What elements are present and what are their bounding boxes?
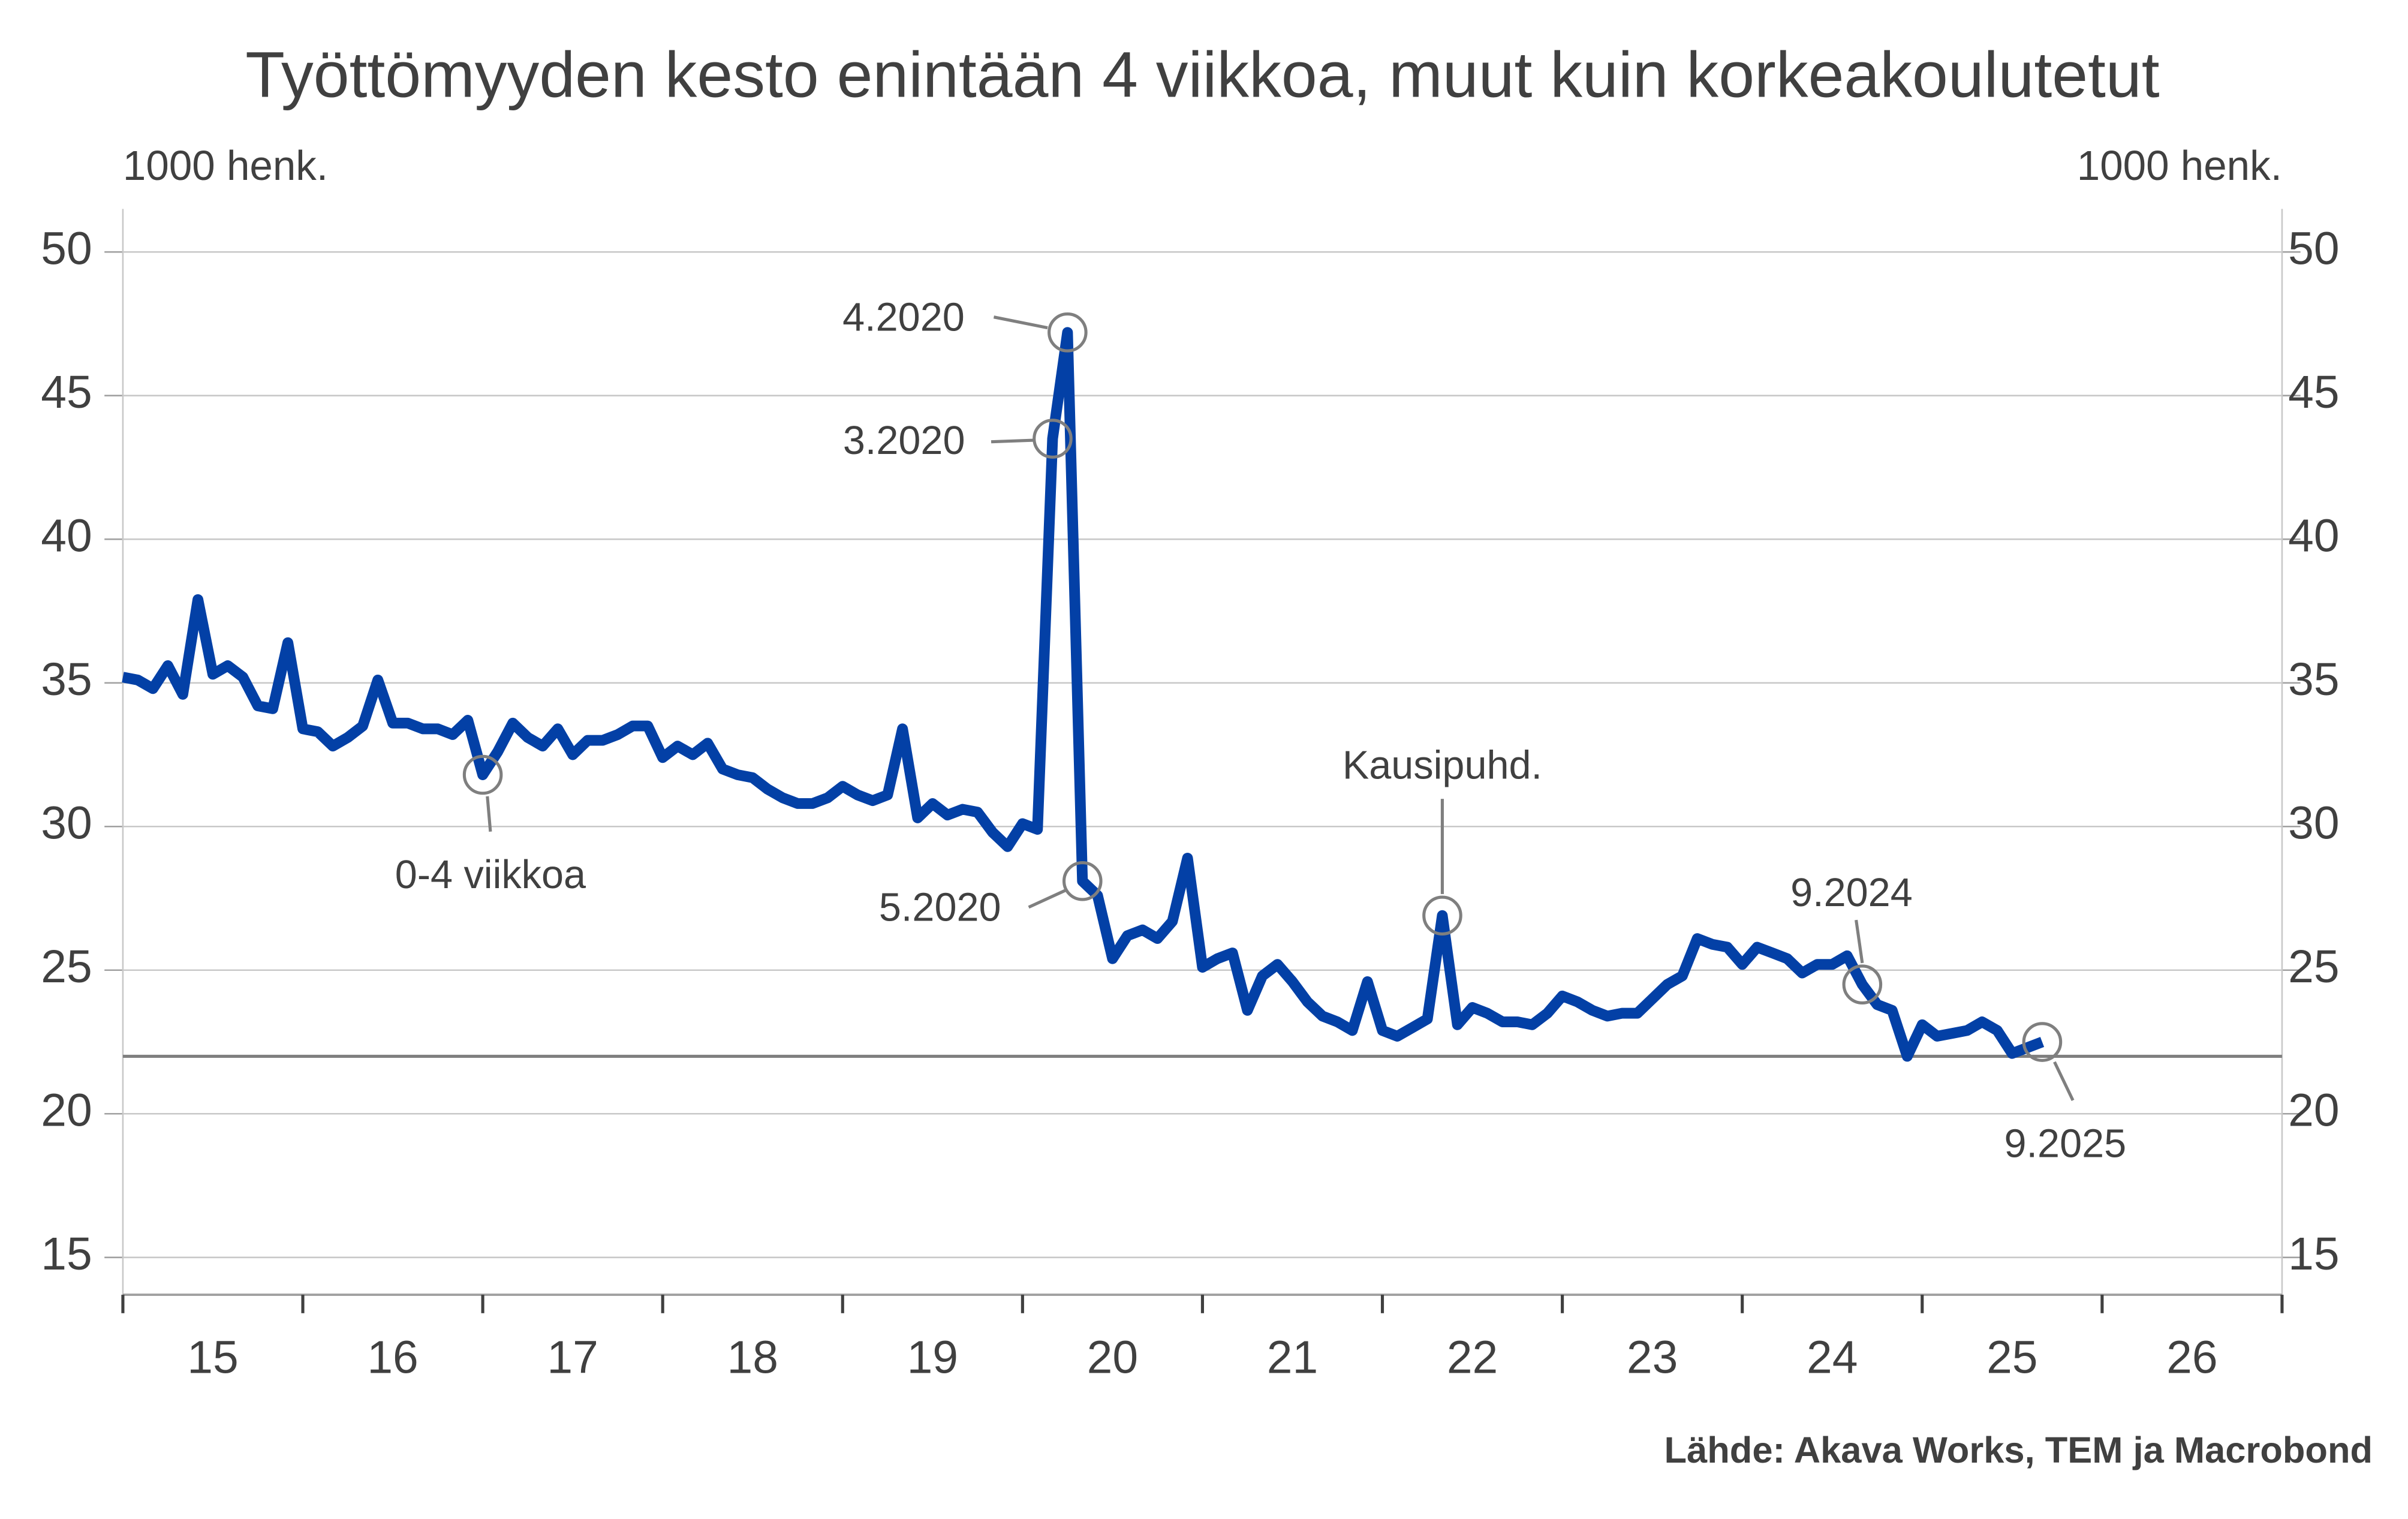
y-axis-label: 1000 henk.	[123, 142, 328, 189]
x-tick-label: 16	[367, 1331, 418, 1383]
series-line	[122, 327, 2045, 1062]
annotation-leader	[993, 315, 1048, 330]
annotation-leader	[1028, 889, 1067, 909]
y2-axis-label: 1000 henk.	[2077, 142, 2282, 189]
annotation: 9.2025	[2004, 1121, 2127, 1166]
annotation-marker	[1048, 312, 1088, 353]
y2-tick-label: 25	[2288, 941, 2339, 992]
annotation-leader	[2053, 1061, 2075, 1101]
annotation-leader	[991, 438, 1034, 444]
legend-label-leader	[486, 796, 492, 832]
y2-tick-label: 15	[2288, 1228, 2339, 1280]
y-tick-label: 50	[41, 222, 92, 274]
source: Lähde: Akava Works, TEM ja Macrobond	[1664, 1430, 2373, 1471]
y2-tick-label: 20	[2288, 1085, 2339, 1136]
y2-tick-label: 45	[2288, 366, 2339, 418]
annotation: 3.2020	[843, 419, 965, 463]
annotation: 5.2020	[879, 886, 1001, 930]
annotation-marker	[1062, 861, 1103, 901]
annotation: 9.2024	[1790, 871, 1913, 915]
annotation: Kausipuhd.	[1343, 743, 1542, 787]
annotation-marker	[1842, 964, 1883, 1005]
x-tick-label: 20	[1087, 1331, 1138, 1383]
y2-tick-label: 50	[2288, 222, 2339, 274]
y2-tick-label: 40	[2288, 510, 2339, 562]
y-tick-label: 20	[41, 1085, 92, 1136]
annotation: 4.2020	[842, 295, 965, 339]
x-tick-label: 19	[907, 1331, 958, 1383]
y-tick-label: 45	[41, 366, 92, 418]
y-tick-label: 25	[41, 941, 92, 992]
legend-label: 0-4 viikkoa	[395, 853, 586, 897]
x-tick-label: 25	[1986, 1331, 2037, 1383]
x-tick-label: 26	[2166, 1331, 2217, 1383]
annotation-marker	[2022, 1022, 2063, 1062]
x-tick-label: 24	[1807, 1331, 1858, 1383]
y-tick-label: 40	[41, 510, 92, 562]
annotation-marker	[1033, 419, 1073, 459]
x-tick-label: 23	[1627, 1331, 1678, 1383]
x-tick-label: 18	[727, 1331, 778, 1383]
y-tick-label: 30	[41, 798, 92, 849]
y-tick-label: 35	[41, 654, 92, 705]
x-tick-label: 22	[1447, 1331, 1498, 1383]
y2-tick-label: 35	[2288, 654, 2339, 705]
legend-label-marker	[462, 754, 503, 795]
x-tick-label: 15	[187, 1331, 238, 1383]
chart-title: Työttömyyden kesto enintään 4 viikkoa, m…	[245, 39, 2159, 111]
x-tick-label: 21	[1267, 1331, 1318, 1383]
annotation-marker	[1422, 895, 1462, 936]
annotation-leader	[1855, 919, 1864, 964]
y-tick-label: 15	[41, 1228, 92, 1280]
x-tick-label: 17	[547, 1331, 598, 1383]
y2-tick-label: 30	[2288, 798, 2339, 849]
